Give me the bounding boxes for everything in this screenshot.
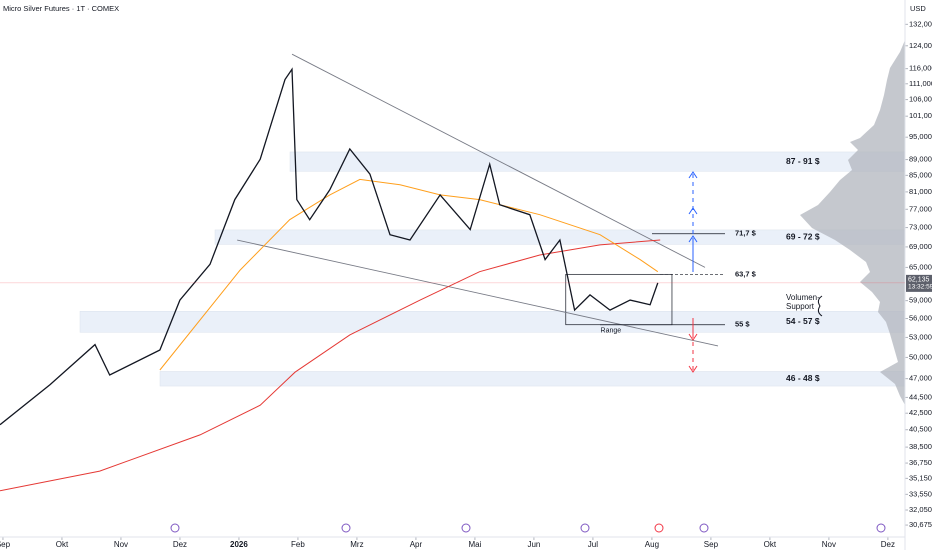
brace (817, 295, 823, 317)
y-tick-label: 89,000 (909, 155, 932, 164)
x-tick-label: Jul (588, 540, 598, 549)
volume-note: Support (786, 302, 815, 311)
y-tick-label: 33,550 (909, 489, 932, 498)
level-label: 63,7 $ (735, 269, 757, 278)
x-tick-label: Aug (645, 540, 659, 549)
y-tick-label: 40,500 (909, 425, 932, 434)
x-tick-label: Dez (881, 540, 895, 549)
x-tick-label: Feb (291, 540, 305, 549)
y-tick-label: 101,000 (909, 111, 932, 120)
y-tick-label: 73,000 (909, 223, 932, 232)
trendline (291, 53, 706, 268)
event-icons (170, 523, 886, 533)
event-icon (699, 523, 709, 533)
axes: 132,000 124,000 116,000 111,000 106,000 101,0… (0, 19, 932, 549)
x-tick-label: Okt (764, 540, 777, 549)
event-icon (461, 523, 471, 533)
arrow-head (688, 207, 698, 215)
y-tick-label: 95,000 (909, 132, 932, 141)
event-icon (341, 523, 351, 533)
currency: USD (910, 4, 926, 13)
arrow-head (688, 235, 698, 243)
x-tick-label: Jun (527, 540, 540, 549)
y-tick-label: 30,675 (909, 520, 932, 529)
level-label: 55 $ (735, 320, 750, 329)
last-price-box (906, 274, 932, 292)
arrow-head (688, 365, 698, 373)
trendline (237, 239, 719, 347)
y-tick-label: 116,000 (909, 64, 932, 73)
y-tick-label: 111,000 (909, 79, 932, 88)
x-tick-label: Okt (56, 540, 69, 549)
zone-label: 87 - 91 $ (786, 156, 820, 166)
x-tick-label: Nov (114, 540, 128, 549)
y-tick-label: 44,500 (909, 392, 932, 401)
x-tick-label: Sep (0, 540, 11, 549)
y-tick-label: 56,000 (909, 314, 932, 323)
y-tick-label: 124,000 (909, 41, 932, 50)
last-price: 62,135 (908, 277, 930, 284)
x-tick-label: Mai (468, 540, 481, 549)
y-tick-label: 53,000 (909, 332, 932, 341)
grid (2, 23, 908, 540)
zone (79, 311, 906, 333)
event-icon (876, 523, 886, 533)
arrow-head (688, 333, 698, 341)
y-tick-label: 35,150 (909, 473, 932, 482)
price-line (0, 239, 661, 492)
y-tick-label: 50,000 (909, 352, 932, 361)
price-line (0, 67, 659, 426)
level-label: 71,7 $ (735, 229, 757, 238)
y-tick-label: 132,000 (909, 19, 932, 28)
y-tick-label: 69,000 (909, 242, 932, 251)
range-label: Range (601, 328, 622, 335)
countdown: 13:32:59 (908, 284, 932, 291)
price-line (159, 178, 659, 371)
y-tick-label: 77,000 (909, 204, 932, 213)
x-tick-label: 2026 (230, 540, 248, 549)
volume-profile (800, 40, 905, 405)
event-icon (580, 523, 590, 533)
y-tick-label: 106,000 (909, 95, 932, 104)
x-tick-label: Dez (173, 540, 187, 549)
y-tick-label: 32,050 (909, 505, 932, 514)
y-tick-label: 65,000 (909, 262, 932, 271)
zone-label: 46 - 48 $ (786, 373, 820, 383)
x-tick-label: Sep (704, 540, 719, 549)
volume-note: Volumen- (786, 293, 820, 302)
zone-label: 69 - 72 $ (786, 231, 820, 241)
y-tick-label: 59,000 (909, 296, 932, 305)
x-tick-label: Nov (822, 540, 836, 549)
zone-label: 54 - 57 $ (786, 316, 820, 326)
event-icon (170, 523, 180, 533)
y-tick-label: 85,000 (909, 170, 932, 179)
y-tick-label: 81,000 (909, 187, 932, 196)
y-tick-label: 42,500 (909, 408, 932, 417)
y-tick-label: 36,750 (909, 458, 932, 467)
chart-title: Micro Silver Futures · 1T · COMEX (3, 4, 119, 13)
x-tick-label: Mrz (350, 540, 363, 549)
y-tick-label: 38,500 (909, 442, 932, 451)
event-icon (654, 523, 664, 533)
x-tick-label: Apr (410, 540, 423, 549)
lines (0, 53, 725, 492)
y-tick-label: 47,000 (909, 374, 932, 383)
target-arrows (688, 171, 823, 373)
arrow-head (688, 171, 698, 179)
